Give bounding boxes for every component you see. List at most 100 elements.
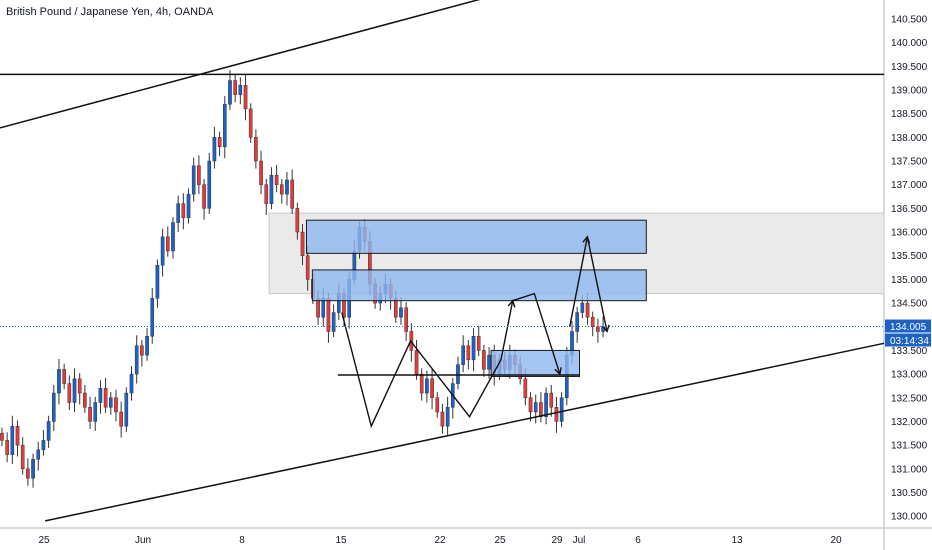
candle-body [98, 388, 103, 403]
candle-body [41, 440, 46, 451]
candle-body [544, 392, 548, 417]
price-tick-label: 137.500 [891, 157, 928, 168]
candle-body [445, 407, 450, 427]
candle-body [404, 307, 408, 332]
candle-body [181, 203, 186, 219]
candle-body [476, 336, 481, 351]
price-tick-label: 131.000 [891, 464, 928, 475]
candle-body [285, 179, 289, 195]
candle-body [67, 383, 72, 403]
candle-body [10, 425, 15, 455]
price-tick-label: 136.000 [891, 228, 928, 239]
supply-demand-box-2 [311, 269, 647, 302]
price-tick-label: 138.500 [891, 109, 928, 120]
candle-body [36, 449, 41, 460]
price-tick-label: 135.000 [891, 275, 928, 286]
candle-body [160, 236, 165, 266]
candle-body [435, 397, 440, 413]
candle-body [456, 364, 460, 384]
candle-body [171, 222, 175, 252]
candle-body [134, 345, 139, 375]
candle-body [466, 345, 471, 361]
time-tick-label: 8 [239, 535, 245, 546]
time-tick-label: 20 [830, 535, 842, 546]
candle-body [145, 336, 149, 356]
candle-body [0, 433, 4, 441]
time-tick-label: Jun [135, 535, 151, 546]
time-tick-label: 25 [494, 535, 506, 546]
candle-body [124, 392, 129, 427]
candle-body [93, 402, 98, 422]
candle-body [51, 392, 56, 422]
candle-body [108, 397, 113, 408]
candle-body [482, 350, 486, 370]
candle-body [26, 468, 30, 479]
price-tick-label: 140.500 [891, 14, 928, 25]
candle-body [300, 231, 305, 256]
candle-body [57, 369, 61, 394]
candle-body [228, 80, 232, 105]
candle-body [295, 208, 300, 233]
candle-body [212, 137, 217, 162]
candle-body [31, 459, 35, 479]
time-tick-label: 29 [551, 535, 563, 546]
candle-body [155, 264, 160, 299]
candle-body [539, 402, 543, 417]
price-tick-label: 134.500 [891, 299, 928, 310]
candle-body [114, 397, 118, 413]
price-tick-label: 137.000 [891, 180, 928, 191]
candle-body [430, 378, 434, 398]
candle-body [165, 236, 170, 252]
price-tick-label: 136.500 [891, 204, 928, 215]
candle-body [46, 421, 51, 441]
candle-body [414, 350, 419, 375]
candle-body [440, 411, 445, 427]
candle-body [554, 407, 559, 422]
time-tick-label: 15 [335, 535, 347, 546]
candle-body [254, 137, 258, 162]
candle-body [523, 378, 528, 398]
candle-body [20, 444, 25, 470]
candle-body [186, 193, 191, 219]
current-price-label: 134.005 [890, 322, 927, 333]
candle-body [207, 160, 212, 209]
candle-body [279, 184, 284, 195]
candle-body [590, 317, 595, 327]
candle-body [264, 184, 269, 204]
arrowhead-icon [554, 367, 562, 376]
time-tick-label: 13 [731, 535, 743, 546]
candle-body [487, 354, 491, 370]
candle-body [77, 378, 82, 394]
candle-body [222, 103, 227, 147]
candle-body [425, 378, 429, 394]
candle-body [528, 397, 533, 413]
time-tick-label: Jul [573, 535, 586, 546]
chart-title: British Pound / Japanese Yen, 4h, OANDA [6, 6, 214, 18]
candle-body [62, 369, 66, 384]
projection-arrow-2 [586, 236, 608, 332]
price-tick-label: 133.000 [891, 370, 928, 381]
candle-body [140, 345, 144, 356]
candle-body [471, 336, 476, 361]
countdown-badge [885, 333, 931, 347]
price-tick-label: 133.500 [891, 346, 928, 357]
candle-body [202, 184, 206, 209]
trendline-2 [45, 342, 885, 522]
price-axis [884, 0, 932, 550]
time-tick-label: 22 [434, 535, 446, 546]
candle-body [217, 137, 222, 147]
price-tick-label: 139.000 [891, 85, 928, 96]
candle-body [290, 179, 294, 209]
candle-body [5, 440, 9, 455]
zigzag-path [341, 292, 561, 429]
time-tick-label: 25 [38, 535, 50, 546]
candle-body [129, 373, 134, 394]
arrowhead-icon [601, 324, 610, 333]
price-tick-label: 130.500 [891, 488, 928, 499]
price-tick-label: 132.500 [891, 393, 928, 404]
candle-body [331, 312, 336, 332]
price-tick-label: 140.000 [891, 38, 928, 49]
candle-body [461, 345, 465, 365]
candle-body [269, 175, 274, 204]
